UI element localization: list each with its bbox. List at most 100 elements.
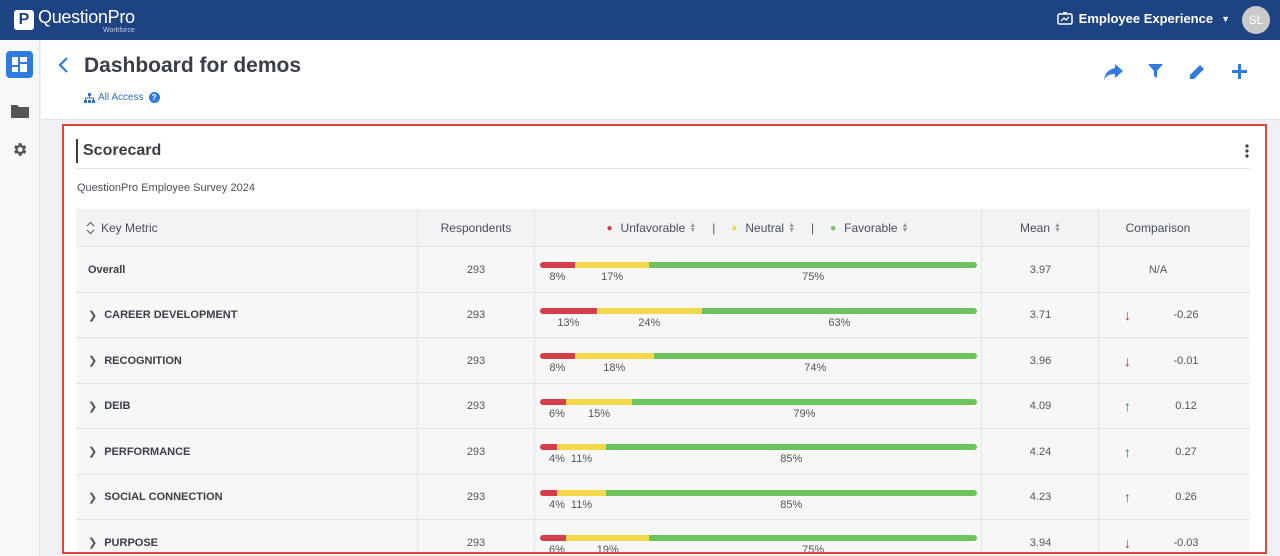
logo-sub: Workforce bbox=[102, 27, 135, 34]
chevron-right-icon[interactable]: ❯ bbox=[88, 355, 98, 367]
rail-folder-button[interactable] bbox=[6, 97, 33, 124]
help-icon[interactable]: ? bbox=[148, 92, 160, 103]
table-row[interactable]: ❯ DEIB 293 6% 15% 79% 4.09 ↑ 0.12 bbox=[76, 383, 1250, 429]
metric-name-cell: Overall bbox=[88, 247, 125, 292]
favorable-label: 75% bbox=[802, 544, 825, 554]
col-key-metric[interactable]: Key Metric bbox=[86, 209, 158, 247]
sort-icon[interactable]: ▲ ▼ bbox=[689, 222, 697, 234]
comparison-cell: 0.27 bbox=[1175, 445, 1197, 458]
arrow-down-icon: ↓ bbox=[1124, 534, 1131, 551]
metric-name-cell[interactable]: ❯ PERFORMANCE bbox=[88, 429, 190, 474]
table-row[interactable]: ❯ SOCIAL CONNECTION 293 4% 11% 85% 4.23 ↑ 0.26 bbox=[76, 474, 1250, 520]
mean-cell: 4.23 bbox=[1029, 491, 1052, 503]
col-comparison-label: Comparison bbox=[1125, 221, 1191, 235]
distribution-bar bbox=[540, 262, 977, 268]
respondents-cell: 293 bbox=[466, 491, 486, 503]
scorecard-table: Key Metric Respondents ● Unfavorable ▲ ▼ … bbox=[76, 209, 1250, 554]
col-mean-label: Mean bbox=[1020, 221, 1051, 235]
col-respondents-label: Respondents bbox=[440, 221, 512, 235]
mean-cell: 3.96 bbox=[1029, 354, 1052, 367]
chevron-right-icon[interactable]: ❯ bbox=[88, 491, 98, 504]
favorable-dot-icon: ● bbox=[830, 222, 837, 234]
metric-name-cell[interactable]: ❯ CAREER DEVELOPMENT bbox=[88, 293, 237, 338]
unfavorable-label: 4% bbox=[549, 498, 565, 511]
table-row[interactable]: ❯ PURPOSE 293 6% 19% 75% 3.94 ↓ -0.03 bbox=[76, 520, 1250, 554]
add-button[interactable] bbox=[1218, 64, 1260, 80]
metric-name: PERFORMANCE bbox=[104, 445, 191, 458]
favorable-label: 75% bbox=[802, 271, 825, 283]
favorable-segment bbox=[653, 353, 977, 359]
table-row[interactable]: ❯ CAREER DEVELOPMENT 293 13% 24% 63% 3.71 ↓ -0.2… bbox=[76, 292, 1250, 338]
table-row[interactable]: ❯ PERFORMANCE 293 4% 11% 85% 4.24 ↑ 0.27 bbox=[76, 429, 1250, 475]
chevron-right-icon[interactable]: ❯ bbox=[88, 309, 98, 322]
mean-cell: 3.71 bbox=[1029, 309, 1052, 321]
rail-dashboard-button[interactable] bbox=[6, 51, 33, 78]
sort-icon[interactable]: ▲ ▼ bbox=[788, 222, 795, 234]
respondents-cell: 293 bbox=[466, 400, 486, 412]
comparison-cell: N/A bbox=[1148, 263, 1168, 276]
arrow-down-icon: ↓ bbox=[1124, 352, 1131, 369]
metric-name-cell[interactable]: ❯ SOCIAL CONNECTION bbox=[88, 475, 223, 520]
metric-name: PURPOSE bbox=[104, 536, 159, 549]
chevron-right-icon[interactable]: ❯ bbox=[88, 400, 98, 413]
widget-menu-button[interactable] bbox=[1245, 144, 1249, 163]
edit-button[interactable] bbox=[1176, 64, 1218, 80]
filter-button[interactable] bbox=[1134, 64, 1176, 80]
neutral-segment bbox=[596, 307, 702, 314]
questionpro-logo[interactable]: P QuestionPro Workforce bbox=[14, 8, 135, 34]
left-rail bbox=[0, 40, 40, 556]
favorable-label: 74% bbox=[804, 362, 827, 374]
rail-settings-button[interactable] bbox=[6, 136, 33, 163]
product-switcher[interactable]: Employee Experience ▼ bbox=[1056, 11, 1230, 26]
share-button[interactable] bbox=[1092, 64, 1134, 80]
metric-name-cell[interactable]: ❯ PURPOSE bbox=[88, 520, 159, 552]
metric-name-cell[interactable]: ❯ RECOGNITION bbox=[88, 338, 182, 383]
unfavorable-segment bbox=[540, 262, 575, 268]
metric-name: SOCIAL CONNECTION bbox=[104, 491, 223, 503]
chevron-right-icon[interactable]: ❯ bbox=[88, 446, 98, 458]
unfavorable-segment bbox=[540, 489, 558, 496]
col-unfavorable-label[interactable]: Unfavorable bbox=[620, 221, 686, 235]
chevron-down-icon: ▼ bbox=[1221, 13, 1230, 24]
top-bar: P QuestionPro Workforce Employee Experie… bbox=[0, 0, 1280, 40]
back-button[interactable] bbox=[57, 56, 69, 79]
arrow-down-icon: ↓ bbox=[1124, 307, 1131, 323]
col-respondents[interactable]: Respondents bbox=[418, 209, 534, 247]
neutral-label: 19% bbox=[596, 544, 619, 554]
favorable-label: 85% bbox=[780, 498, 803, 511]
comparison-cell: 0.12 bbox=[1175, 400, 1197, 412]
chevron-right-icon[interactable]: ❯ bbox=[88, 537, 98, 549]
gear-icon bbox=[14, 143, 27, 156]
neutral-dot-icon: ● bbox=[731, 222, 738, 234]
product-icon bbox=[1056, 11, 1073, 25]
distribution-bar bbox=[540, 489, 977, 496]
widget-title: Scorecard bbox=[76, 139, 161, 163]
respondents-cell: 293 bbox=[466, 354, 486, 367]
distribution-bar bbox=[540, 353, 977, 359]
respondents-cell: 293 bbox=[466, 536, 486, 549]
product-name: Employee Experience bbox=[1078, 11, 1214, 26]
col-neutral-label[interactable]: Neutral bbox=[745, 221, 785, 235]
col-favorable-label[interactable]: Favorable bbox=[844, 221, 898, 235]
access-label: All Access bbox=[98, 92, 144, 103]
neutral-label: 24% bbox=[638, 316, 661, 329]
chevron-left-icon bbox=[58, 57, 68, 73]
sitemap-icon bbox=[84, 92, 95, 103]
unfavorable-segment bbox=[540, 535, 567, 541]
metric-name-cell[interactable]: ❯ DEIB bbox=[88, 384, 131, 429]
unfavorable-label: 4% bbox=[549, 453, 565, 465]
plus-icon bbox=[1231, 64, 1247, 79]
sort-icon[interactable]: ▲ ▼ bbox=[901, 222, 909, 234]
neutral-segment bbox=[557, 444, 606, 450]
table-row[interactable]: ❯ RECOGNITION 293 8% 18% 74% 3.96 ↓ -0.01 bbox=[76, 338, 1250, 384]
col-mean[interactable]: Mean ▲ ▼ bbox=[982, 209, 1099, 247]
neutral-segment bbox=[574, 353, 654, 359]
more-vertical-icon bbox=[1245, 144, 1249, 158]
unfavorable-label: 6% bbox=[549, 544, 565, 554]
arrow-up-icon: ↑ bbox=[1124, 489, 1131, 505]
col-comparison: Comparison bbox=[1099, 209, 1217, 247]
unfavorable-segment bbox=[540, 353, 575, 359]
access-link[interactable]: All Access ? bbox=[84, 92, 160, 103]
neutral-label: 11% bbox=[570, 498, 593, 511]
avatar[interactable]: SL bbox=[1242, 6, 1270, 34]
